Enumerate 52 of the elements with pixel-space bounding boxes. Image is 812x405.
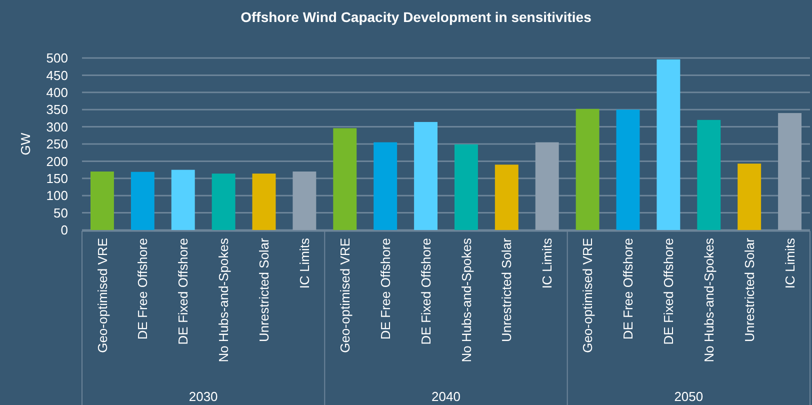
x-tick-label: Geo-optimised VRE [337, 238, 352, 353]
x-tick-label: Unrestricted Solar [742, 237, 757, 342]
chart-title: Offshore Wind Capacity Development in sensitivities [240, 9, 592, 25]
y-tick-label: 200 [46, 154, 68, 169]
x-tick-label: Unrestricted Solar [499, 237, 514, 342]
y-tick-label: 300 [46, 119, 68, 134]
text: 2040 [432, 389, 460, 404]
x-tick-label: Geo-optimised VRE [580, 238, 596, 353]
x-tick-label: DE Free Offshore [378, 238, 393, 340]
y-tick-label: 400 [46, 84, 68, 100]
x-tick-label: IC Limits [540, 238, 555, 289]
x-tick-label: DE Free Offshore [135, 238, 150, 340]
bar [414, 122, 438, 230]
bar [292, 172, 316, 230]
bar [494, 164, 518, 230]
bar [171, 170, 195, 230]
bar [697, 120, 721, 230]
bar [656, 59, 680, 230]
x-tick-label: Unrestricted Solar [256, 237, 272, 342]
bar [576, 108, 600, 230]
x-tick-label: Geo-optimised VRE [94, 238, 110, 353]
x-tick-label: DE Fixed Offshore [418, 238, 434, 345]
bar [778, 113, 802, 230]
x-tick-label: DE Fixed Offshore [660, 238, 676, 345]
x-tick-label: IC Limits [296, 238, 312, 289]
y-tick-label: 100 [46, 188, 68, 204]
bar [738, 164, 762, 230]
bar [374, 142, 398, 230]
y-tick-label: 250 [46, 136, 68, 152]
bar [252, 174, 276, 230]
y-tick-label: 500 [46, 50, 68, 66]
y-tick-label: 50 [54, 205, 68, 220]
y-tick-label: 150 [46, 170, 68, 186]
bar [616, 110, 640, 230]
bar [130, 172, 154, 230]
y-tick-label: 450 [46, 68, 68, 83]
bar [454, 144, 478, 230]
x-tick-label: DE Fixed Offshore [176, 238, 191, 345]
bar [212, 174, 236, 230]
bar [333, 128, 357, 230]
x-tick-label: No Hubs-and-Spokes [458, 238, 474, 362]
y-tick-label: 350 [46, 102, 68, 118]
bar [90, 172, 114, 230]
y-tick-label: 0 [60, 222, 68, 238]
text: 2050 [674, 389, 704, 404]
bar [535, 142, 559, 230]
x-tick-label: DE Free Offshore [620, 238, 636, 340]
text: 2030 [188, 389, 218, 404]
y-axis-title: GW [18, 132, 33, 156]
x-tick-label: No Hubs-and-Spokes [216, 238, 232, 362]
x-tick-label: IC Limits [782, 238, 798, 289]
x-tick-label: No Hubs-and-Spokes [701, 238, 716, 362]
